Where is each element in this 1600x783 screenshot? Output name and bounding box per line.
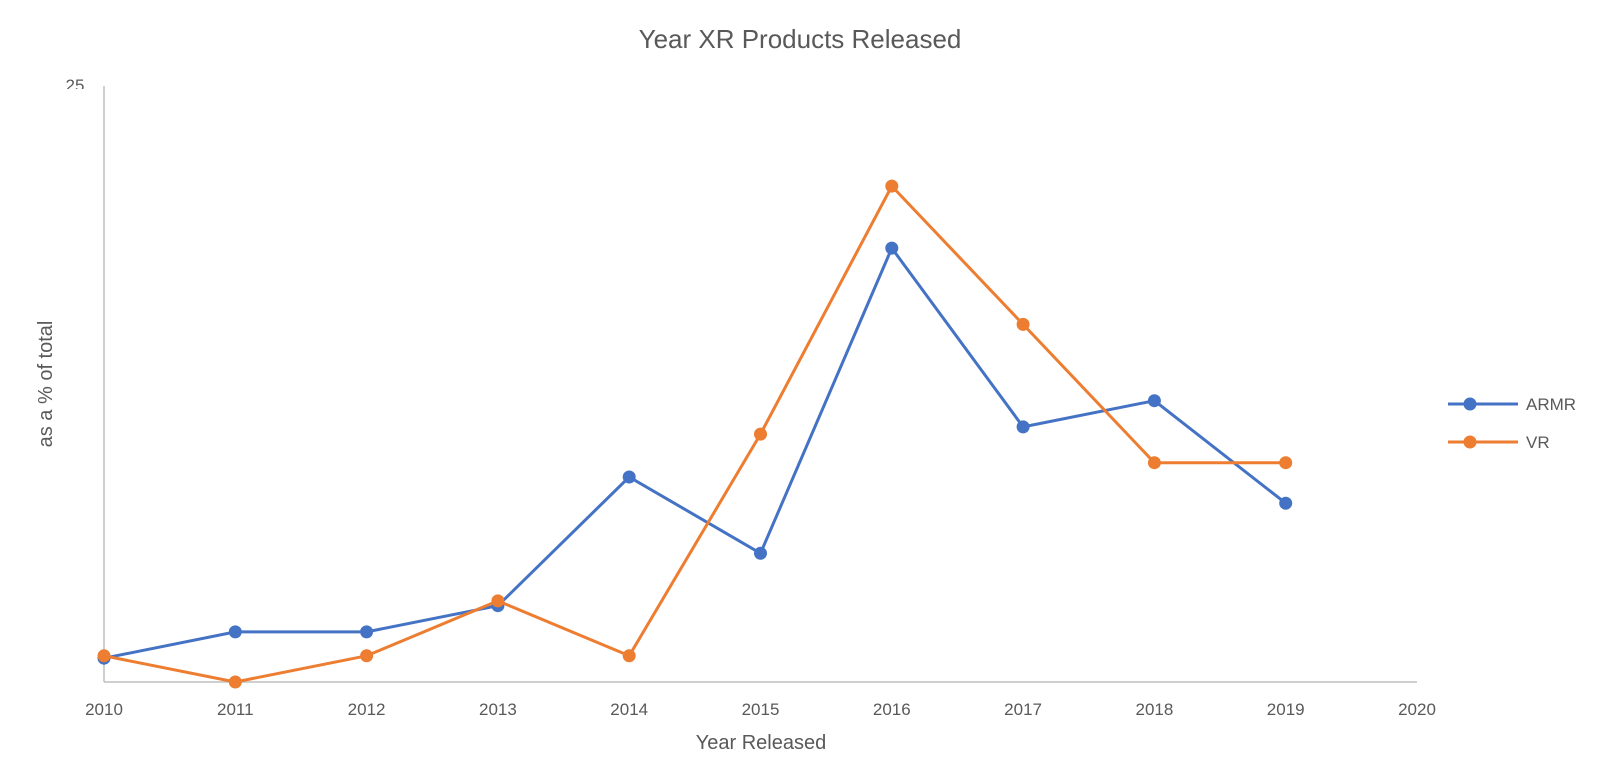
data-point [228, 675, 242, 689]
data-point [1147, 394, 1161, 408]
x-tick-label: 2012 [348, 700, 386, 719]
series-armr [97, 241, 1293, 665]
y-tick-label-partial: 25 [66, 76, 85, 95]
data-point [885, 241, 899, 255]
legend-label: ARMR [1526, 395, 1576, 414]
legend-marker [1463, 435, 1477, 449]
data-point [360, 649, 374, 663]
data-point [1279, 456, 1293, 470]
data-point [491, 594, 505, 608]
legend-item: ARMR [1448, 395, 1576, 414]
data-point [754, 546, 767, 560]
y-tick-clip: 25 [66, 76, 85, 95]
x-tick-label: 2018 [1135, 700, 1173, 719]
data-point [1016, 317, 1030, 331]
data-point [1147, 456, 1161, 470]
y-axis-title: as a % of total [35, 321, 57, 448]
x-tick-label: 2017 [1004, 700, 1042, 719]
data-point [754, 427, 767, 441]
x-tick-label: 2013 [479, 700, 517, 719]
x-tick-label: 2016 [873, 700, 911, 719]
legend-item: VR [1448, 433, 1550, 452]
chart-title: Year XR Products Released [639, 24, 962, 54]
legend-label: VR [1526, 433, 1550, 452]
data-point [228, 625, 242, 639]
x-tick-label: 2020 [1398, 700, 1436, 719]
data-point [1279, 496, 1293, 510]
x-tick-label: 2015 [742, 700, 780, 719]
data-point [622, 649, 636, 663]
x-tick-label: 2010 [85, 700, 123, 719]
x-axis-title: Year Released [696, 732, 826, 754]
legend: ARMR VR [1448, 395, 1576, 452]
series-layer [97, 179, 1293, 689]
data-point [1016, 420, 1030, 434]
data-point [622, 470, 636, 484]
x-tick-labels: 2010 2011 2012 2013 2014 2015 2016 2017 2018 2019… [85, 700, 1436, 719]
legend-marker [1463, 397, 1477, 411]
series-line [102, 246, 1288, 660]
data-point [97, 649, 111, 663]
x-tick-label: 2014 [610, 700, 648, 719]
series-line [102, 184, 1288, 684]
x-tick-label: 2011 [217, 700, 254, 719]
data-point [885, 179, 899, 193]
series-vr [97, 179, 1293, 689]
x-tick-label: 2019 [1267, 700, 1305, 719]
data-point [360, 625, 374, 639]
